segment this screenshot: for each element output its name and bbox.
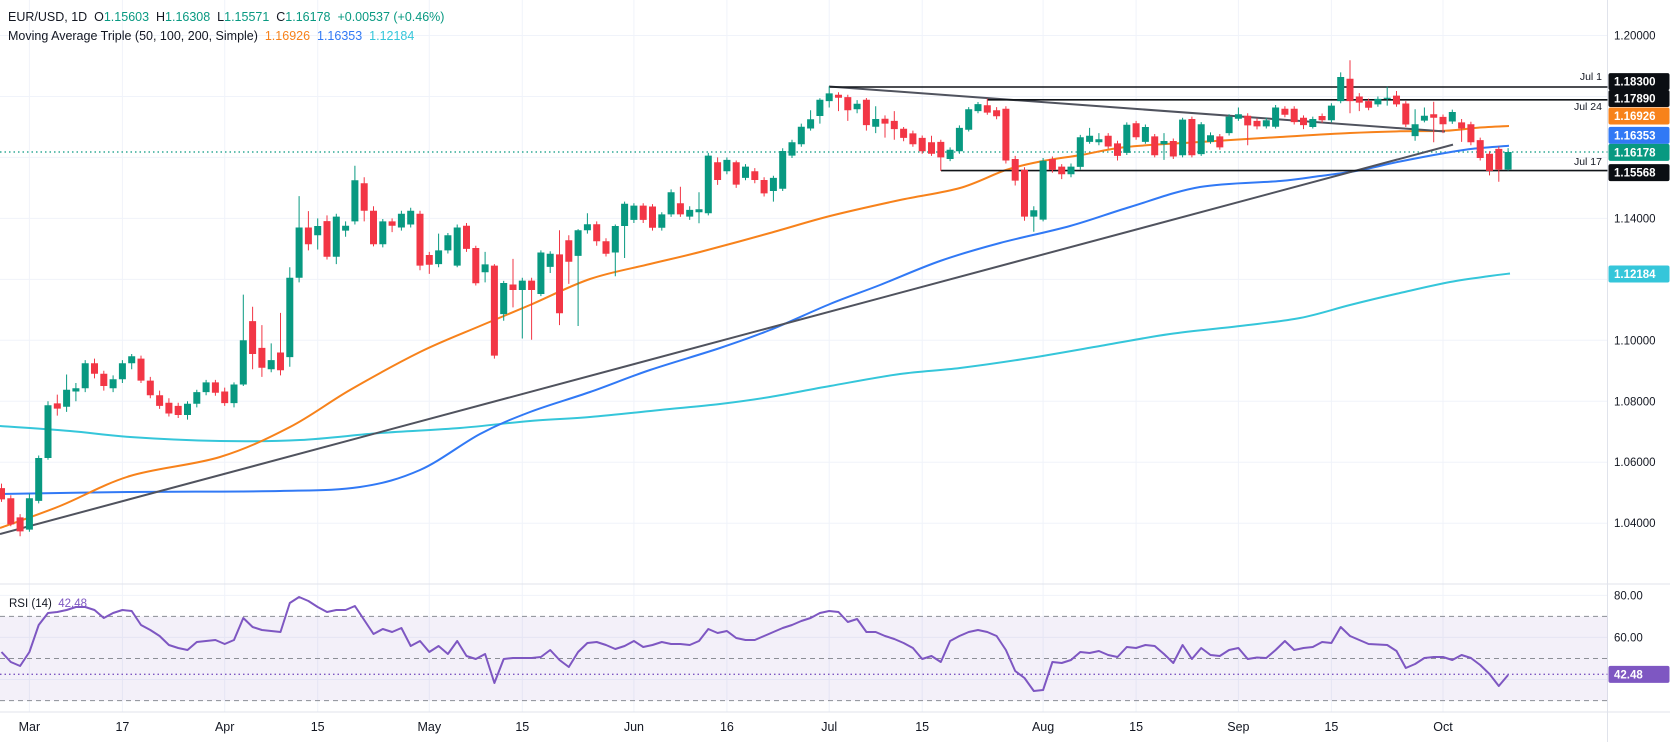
- svg-text:15: 15: [515, 720, 529, 734]
- svg-text:EUR/USD, 1D O1.15603 H1.1630: EUR/USD, 1D O1.15603 H1.16308 L1.15571 C…: [8, 10, 444, 24]
- svg-text:Apr: Apr: [215, 720, 234, 734]
- svg-text:1.16926: 1.16926: [1614, 111, 1656, 123]
- svg-text:1.15568: 1.15568: [1614, 168, 1656, 180]
- svg-text:RSI (14) 42.48: RSI (14) 42.48: [9, 598, 87, 610]
- svg-text:1.08000: 1.08000: [1614, 396, 1656, 408]
- svg-text:1.04000: 1.04000: [1614, 518, 1656, 530]
- svg-text:1.16178: 1.16178: [1614, 147, 1656, 159]
- svg-text:1.16353: 1.16353: [1614, 130, 1656, 142]
- svg-text:Jul 1: Jul 1: [1580, 71, 1602, 83]
- svg-text:16: 16: [720, 720, 734, 734]
- svg-text:Mar: Mar: [19, 720, 41, 734]
- svg-text:1.12184: 1.12184: [1614, 269, 1656, 281]
- svg-text:80.00: 80.00: [1614, 590, 1643, 602]
- svg-text:1.17890: 1.17890: [1614, 94, 1656, 106]
- svg-text:60.00: 60.00: [1614, 632, 1643, 644]
- svg-text:Aug: Aug: [1032, 720, 1054, 734]
- svg-text:Sep: Sep: [1227, 720, 1249, 734]
- svg-text:May: May: [417, 720, 441, 734]
- svg-text:15: 15: [1324, 720, 1338, 734]
- svg-text:15: 15: [311, 720, 325, 734]
- svg-text:1.06000: 1.06000: [1614, 457, 1656, 469]
- svg-text:15: 15: [915, 720, 929, 734]
- svg-text:1.18300: 1.18300: [1614, 77, 1656, 89]
- svg-text:42.48: 42.48: [1614, 669, 1643, 681]
- svg-text:Jul 24: Jul 24: [1574, 101, 1602, 113]
- svg-text:Moving Average Triple (50, 100: Moving Average Triple (50, 100, 200, Sim…: [8, 29, 414, 43]
- svg-text:Jul 17: Jul 17: [1574, 156, 1602, 168]
- svg-text:Oct: Oct: [1433, 720, 1453, 734]
- svg-text:1.14000: 1.14000: [1614, 213, 1656, 225]
- svg-text:Jul: Jul: [821, 720, 837, 734]
- svg-text:1.10000: 1.10000: [1614, 335, 1656, 347]
- svg-text:15: 15: [1129, 720, 1143, 734]
- svg-text:1.20000: 1.20000: [1614, 31, 1656, 43]
- svg-text:Jun: Jun: [624, 720, 644, 734]
- svg-text:17: 17: [115, 720, 129, 734]
